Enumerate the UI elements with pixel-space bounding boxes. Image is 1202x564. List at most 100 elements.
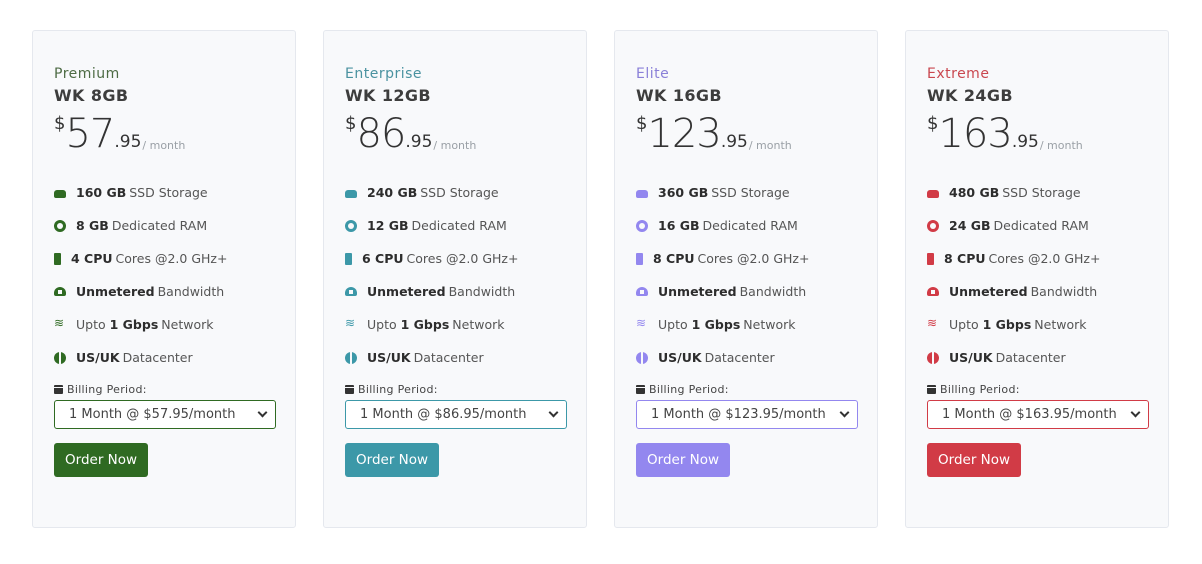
feature-value: 12 GB <box>367 218 409 233</box>
billing-period-value: 1 Month @ $57.95/month <box>69 407 236 422</box>
cloud-icon <box>636 287 648 296</box>
feature-label: Network <box>161 317 214 332</box>
hdd-icon <box>54 189 66 198</box>
feature-value: 360 GB <box>658 185 709 200</box>
plan-name: WK 16GB <box>636 86 723 105</box>
globe-icon <box>345 351 357 364</box>
order-now-button[interactable]: Order Now <box>345 443 440 477</box>
feature-item: Unmetered Bandwidth <box>927 275 1168 308</box>
cloud-icon <box>927 287 939 296</box>
ram-icon <box>927 219 939 232</box>
price-decimal: .95 <box>720 132 748 152</box>
feature-label: Bandwidth <box>739 284 807 299</box>
plan-name: WK 12GB <box>345 86 432 105</box>
plan-price: $ 57 .95 / month <box>54 112 295 156</box>
plan-price: $ 86 .95 / month <box>345 112 586 156</box>
billing-period-select[interactable]: 1 Month @ $86.95/month <box>345 400 567 429</box>
feature-item: Unmetered Bandwidth <box>636 275 877 308</box>
feature-item: 4 CPU Cores @2.0 GHz+ <box>54 242 295 275</box>
feature-item: 6 CPU Cores @2.0 GHz+ <box>345 242 586 275</box>
feature-text: 24 GB Dedicated RAM <box>949 218 1089 233</box>
feature-text: Unmetered Bandwidth <box>367 284 515 299</box>
cpu-icon <box>54 252 61 265</box>
plan-price: $ 123 .95 / month <box>636 112 877 156</box>
feature-value: 8 CPU <box>653 251 695 266</box>
feature-label: Dedicated RAM <box>993 218 1089 233</box>
feature-text: Upto 1 Gbps Network <box>76 317 213 332</box>
feature-text: 8 CPU Cores @2.0 GHz+ <box>653 251 809 266</box>
feature-item: US/UK Datacenter <box>927 341 1168 374</box>
billing-period-label: Billing Period: <box>54 382 295 396</box>
order-now-button[interactable]: Order Now <box>54 443 149 477</box>
feature-label: Cores @2.0 GHz+ <box>697 251 810 266</box>
chevron-down-icon <box>548 407 559 418</box>
feature-text: 360 GB SSD Storage <box>658 185 790 200</box>
feature-item: US/UK Datacenter <box>345 341 586 374</box>
wifi-icon <box>927 316 939 331</box>
feature-value: US/UK <box>367 350 411 365</box>
price-decimal: .95 <box>1011 132 1039 152</box>
feature-text: Upto 1 Gbps Network <box>367 317 504 332</box>
feature-item: 16 GB Dedicated RAM <box>636 209 877 242</box>
billing-period-select[interactable]: 1 Month @ $163.95/month <box>927 400 1149 429</box>
order-now-button[interactable]: Order Now <box>636 443 731 477</box>
chevron-down-icon <box>1130 407 1141 418</box>
billing-label-text: Billing Period: <box>358 382 438 396</box>
feature-label: SSD Storage <box>1002 185 1081 200</box>
feature-value: US/UK <box>658 350 702 365</box>
feature-value: 480 GB <box>949 185 1000 200</box>
ram-icon <box>345 219 357 232</box>
feature-item: 480 GB SSD Storage <box>927 176 1168 209</box>
feature-item: 8 GB Dedicated RAM <box>54 209 295 242</box>
billing-label-text: Billing Period: <box>67 382 147 396</box>
plan-tier: Enterprise <box>345 66 423 82</box>
price-decimal: .95 <box>114 132 142 152</box>
feature-label: SSD Storage <box>711 185 790 200</box>
feature-text: Unmetered Bandwidth <box>949 284 1097 299</box>
feature-value: US/UK <box>76 350 120 365</box>
billing-label-text: Billing Period: <box>649 382 729 396</box>
feature-item: 8 CPU Cores @2.0 GHz+ <box>927 242 1168 275</box>
cpu-icon <box>927 252 934 265</box>
billing-period-select[interactable]: 1 Month @ $123.95/month <box>636 400 858 429</box>
feature-text: Upto 1 Gbps Network <box>658 317 795 332</box>
feature-label: Dedicated RAM <box>111 218 208 233</box>
billing-period-value: 1 Month @ $86.95/month <box>360 407 527 422</box>
wifi-icon <box>54 316 66 331</box>
feature-text: Unmetered Bandwidth <box>76 284 224 299</box>
globe-icon <box>636 351 648 364</box>
billing-period-label: Billing Period: <box>345 382 586 396</box>
price-currency: $ <box>54 113 66 134</box>
feature-text: 6 CPU Cores @2.0 GHz+ <box>362 251 518 266</box>
price-period: / month <box>433 139 477 152</box>
feature-label: Dedicated RAM <box>702 218 798 233</box>
wifi-icon <box>345 316 357 331</box>
feature-value: 240 GB <box>367 185 418 200</box>
feature-prefix: Upto <box>949 317 979 332</box>
price-currency: $ <box>345 113 357 134</box>
feature-list: 480 GB SSD Storage 24 GB Dedicated RAM 8 C… <box>927 176 1168 374</box>
price-decimal: .95 <box>405 132 433 152</box>
billing-period-select[interactable]: 1 Month @ $57.95/month <box>54 400 276 429</box>
feature-value: Unmetered <box>76 284 155 299</box>
order-now-button[interactable]: Order Now <box>927 443 1022 477</box>
feature-label: Datacenter <box>704 350 775 365</box>
feature-value: 6 CPU <box>362 251 404 266</box>
feature-text: 16 GB Dedicated RAM <box>658 218 798 233</box>
plan-card-enterprise: Enterprise WK 12GB $ 86 .95 / month 240 … <box>323 30 587 528</box>
feature-label: Cores @2.0 GHz+ <box>115 251 228 266</box>
price-currency: $ <box>636 113 648 134</box>
feature-text: 160 GB SSD Storage <box>76 185 208 200</box>
plan-card-premium: Premium WK 8GB $ 57 .95 / month 160 GB SS… <box>32 30 296 528</box>
feature-text: 240 GB SSD Storage <box>367 185 499 200</box>
feature-value: Unmetered <box>658 284 737 299</box>
feature-text: US/UK Datacenter <box>367 350 484 365</box>
price-period: / month <box>142 139 186 152</box>
feature-text: Upto 1 Gbps Network <box>949 317 1086 332</box>
billing-label-text: Billing Period: <box>940 382 1020 396</box>
feature-text: US/UK Datacenter <box>949 350 1066 365</box>
feature-text: 4 CPU Cores @2.0 GHz+ <box>71 251 227 266</box>
feature-value: 1 Gbps <box>400 317 450 332</box>
calendar-icon <box>636 384 645 394</box>
